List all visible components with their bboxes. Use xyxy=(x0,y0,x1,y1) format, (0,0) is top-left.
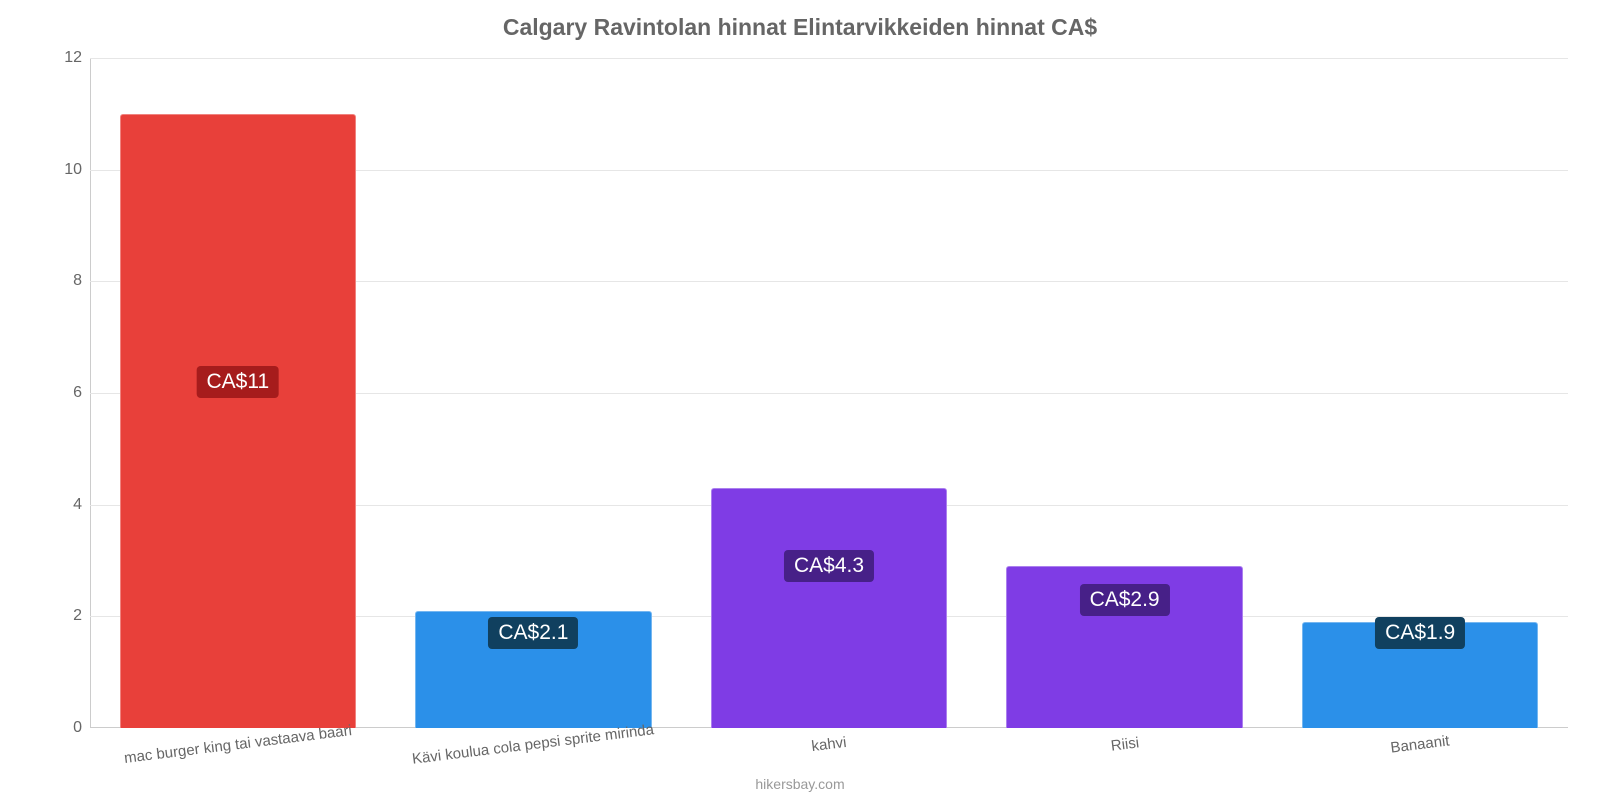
y-tick-label: 8 xyxy=(73,272,90,290)
x-tick-label: Riisi xyxy=(1109,734,1139,754)
y-tick-label: 6 xyxy=(73,384,90,402)
bar xyxy=(120,114,356,728)
y-tick-label: 10 xyxy=(64,161,90,179)
attribution-text: hikersbay.com xyxy=(0,776,1600,792)
bar-value-label: CA$4.3 xyxy=(784,550,874,582)
y-tick-label: 0 xyxy=(73,719,90,737)
y-tick-label: 2 xyxy=(73,607,90,625)
bar-value-label: CA$11 xyxy=(196,366,279,398)
x-tick-label: Banaanit xyxy=(1390,732,1451,756)
bar-value-label: CA$1.9 xyxy=(1375,617,1465,649)
gridline xyxy=(90,58,1568,59)
x-tick-label: mac burger king tai vastaava baari xyxy=(123,722,353,767)
plot-area: 024681012CA$11mac burger king tai vastaa… xyxy=(90,58,1568,728)
y-tick-label: 4 xyxy=(73,496,90,514)
x-tick-label: Kävi koulua cola pepsi sprite mirinda xyxy=(412,721,656,768)
x-tick-label: kahvi xyxy=(811,734,848,755)
bar-value-label: CA$2.9 xyxy=(1080,584,1170,616)
bar-value-label: CA$2.1 xyxy=(488,617,578,649)
chart-title: Calgary Ravintolan hinnat Elintarvikkeid… xyxy=(0,14,1600,41)
y-tick-label: 12 xyxy=(64,49,90,67)
price-bar-chart: Calgary Ravintolan hinnat Elintarvikkeid… xyxy=(0,0,1600,800)
bar xyxy=(711,488,947,728)
